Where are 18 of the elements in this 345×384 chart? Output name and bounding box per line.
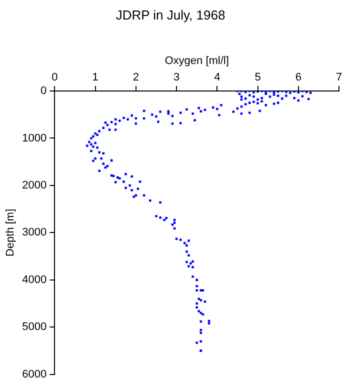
x-tick-label: 7 [336,71,342,84]
x-axis-title: Oxygen [ml/l] [164,55,229,68]
chart-title: JDRP in July, 1968 [116,7,226,22]
y-tick-label: 6000 [22,368,47,380]
y-tick-label: 3000 [22,226,47,239]
x-tick-label: 3 [173,71,180,84]
y-tick-label: 5000 [22,321,47,334]
x-tick-label: 5 [254,71,261,84]
y-tick-label: 4000 [22,274,47,286]
y-tick-label: 0 [40,85,47,98]
x-tick-label: 1 [92,71,98,84]
x-tick-label: 0 [52,71,58,84]
y-tick-label: 2000 [22,180,47,192]
x-tick-label: 4 [214,71,220,84]
x-tick-label: 6 [295,71,302,84]
x-tick-label: 2 [132,71,139,84]
y-axis-title: Depth [m] [4,208,17,257]
y-tick-label: 1000 [22,132,47,144]
